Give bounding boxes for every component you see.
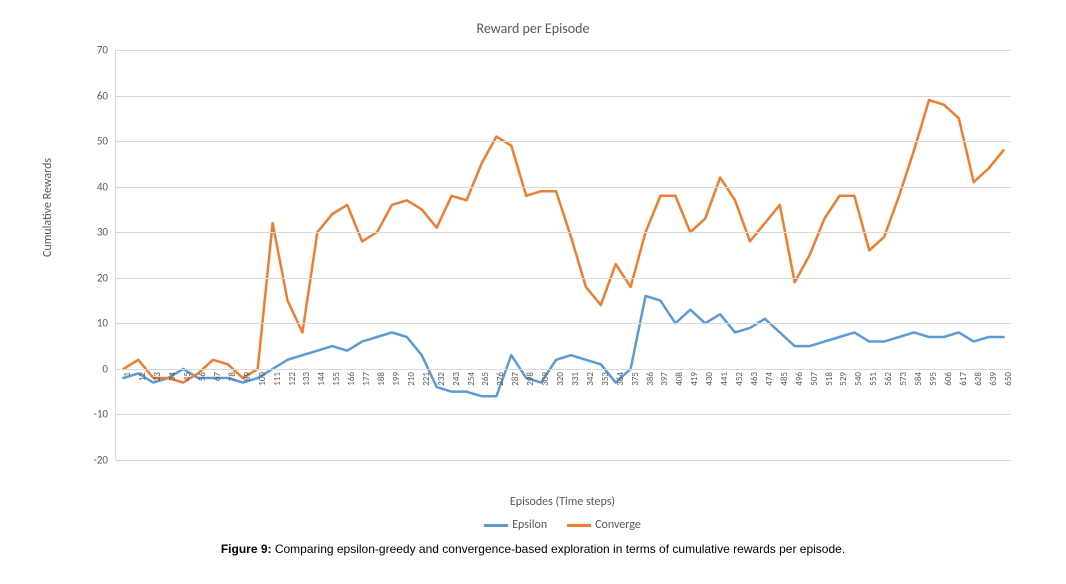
- y-tick-label: 20: [97, 271, 108, 284]
- x-tick-label: 485: [779, 372, 790, 386]
- x-tick-label: 177: [361, 372, 372, 386]
- x-tick-label: 100: [257, 372, 268, 386]
- x-tick-label: 408: [674, 372, 685, 386]
- x-tick-label: 67: [212, 372, 223, 381]
- figure-caption: Figure 9: Comparing epsilon-greedy and c…: [20, 542, 1046, 556]
- x-tick-label: 309: [540, 372, 551, 386]
- legend-item-epsilon: Epsilon: [484, 518, 547, 532]
- legend-swatch: [567, 524, 591, 527]
- x-tick-label: 320: [555, 372, 566, 386]
- x-tick-label: 474: [764, 372, 775, 386]
- gridline: [116, 323, 1011, 324]
- x-tick-label: 276: [495, 372, 506, 386]
- x-tick-label: 144: [316, 372, 327, 386]
- gridline: [116, 278, 1011, 279]
- x-tick-label: 254: [466, 372, 477, 386]
- gridline: [116, 96, 1011, 97]
- x-tick-label: 78: [227, 372, 238, 381]
- x-tick-label: 111: [272, 372, 283, 386]
- y-tick-label: -10: [93, 408, 108, 421]
- x-tick-label: 155: [331, 372, 342, 386]
- legend: Epsilon Converge: [115, 518, 1010, 532]
- y-tick-label: 0: [102, 362, 108, 375]
- x-tick-label: 210: [406, 372, 417, 386]
- x-tick-label: 639: [988, 372, 999, 386]
- x-tick-label: 364: [615, 372, 626, 386]
- y-tick-label: 70: [97, 44, 108, 57]
- y-axis-title: Cumulative Rewards: [41, 158, 55, 257]
- x-tick-label: 573: [898, 372, 909, 386]
- x-tick-label: 397: [659, 372, 670, 386]
- legend-item-converge: Converge: [567, 518, 641, 532]
- x-tick-label: 89: [242, 372, 253, 381]
- x-tick-label: 562: [883, 372, 894, 386]
- legend-swatch: [484, 524, 508, 527]
- x-tick-label: 375: [630, 372, 641, 386]
- x-tick-label: 34: [167, 372, 178, 381]
- x-tick-label: 243: [451, 372, 462, 386]
- y-tick-label: 10: [97, 317, 108, 330]
- x-tick-label: 166: [346, 372, 357, 386]
- x-tick-label: 122: [287, 372, 298, 386]
- legend-label: Epsilon: [512, 518, 547, 532]
- x-tick-label: 56: [197, 372, 208, 381]
- x-tick-label: 232: [436, 372, 447, 386]
- x-tick-label: 628: [973, 372, 984, 386]
- x-tick-label: 298: [525, 372, 536, 386]
- x-tick-label: 540: [853, 372, 864, 386]
- x-tick-label: 518: [824, 372, 835, 386]
- x-tick-label: 595: [928, 372, 939, 386]
- x-tick-label: 23: [152, 372, 163, 381]
- x-tick-label: 188: [376, 372, 387, 386]
- x-tick-label: 452: [734, 372, 745, 386]
- x-tick-label: 551: [868, 372, 879, 386]
- x-tick-label: 221: [421, 372, 432, 386]
- caption-text: Comparing epsilon-greedy and convergence…: [275, 542, 845, 556]
- x-tick-label: 265: [480, 372, 491, 386]
- chart-title: Reward per Episode: [20, 20, 1046, 37]
- x-axis-labels: 1 12 23 34 45 56 67 78 89 100 111 122133 144 155 166 17…: [115, 372, 1010, 402]
- y-tick-label: 50: [97, 135, 108, 148]
- gridline: [116, 232, 1011, 233]
- x-tick-label: 606: [943, 372, 954, 386]
- x-tick-label: 331: [570, 372, 581, 386]
- y-tick-label: 60: [97, 89, 108, 102]
- caption-label: Figure 9:: [221, 542, 272, 556]
- legend-label: Converge: [595, 518, 641, 532]
- x-tick-label: 12: [137, 372, 148, 381]
- x-tick-label: 463: [749, 372, 760, 386]
- x-tick-label: 441: [719, 372, 730, 386]
- y-tick-label: 40: [97, 180, 108, 193]
- gridline: [116, 187, 1011, 188]
- x-tick-label: 199: [391, 372, 402, 386]
- x-tick-label: 133: [301, 372, 312, 386]
- x-tick-label: 1: [122, 372, 133, 377]
- x-tick-label: 617: [958, 372, 969, 386]
- gridline: [116, 414, 1011, 415]
- x-tick-label: 496: [794, 372, 805, 386]
- x-tick-label: 287: [510, 372, 521, 386]
- x-tick-label: 507: [809, 372, 820, 386]
- y-tick-label: 30: [97, 226, 108, 239]
- x-tick-label: 584: [913, 372, 924, 386]
- gridline: [116, 141, 1011, 142]
- x-tick-label: 650: [1003, 372, 1014, 386]
- x-tick-label: 45: [182, 372, 193, 381]
- x-tick-label: 342: [585, 372, 596, 386]
- x-tick-label: 353: [600, 372, 611, 386]
- y-tick-label: -20: [93, 454, 108, 467]
- gridline: [116, 369, 1011, 370]
- x-tick-label: 430: [704, 372, 715, 386]
- gridline: [116, 50, 1011, 51]
- x-tick-label: 386: [645, 372, 656, 386]
- series-line-converge: [123, 100, 1003, 382]
- gridline: [116, 460, 1011, 461]
- x-axis-title: Episodes (Time steps): [115, 495, 1010, 509]
- x-tick-label: 419: [689, 372, 700, 386]
- x-tick-label: 529: [838, 372, 849, 386]
- chart-container: Reward per Episode Cumulative Rewards -2…: [20, 20, 1046, 564]
